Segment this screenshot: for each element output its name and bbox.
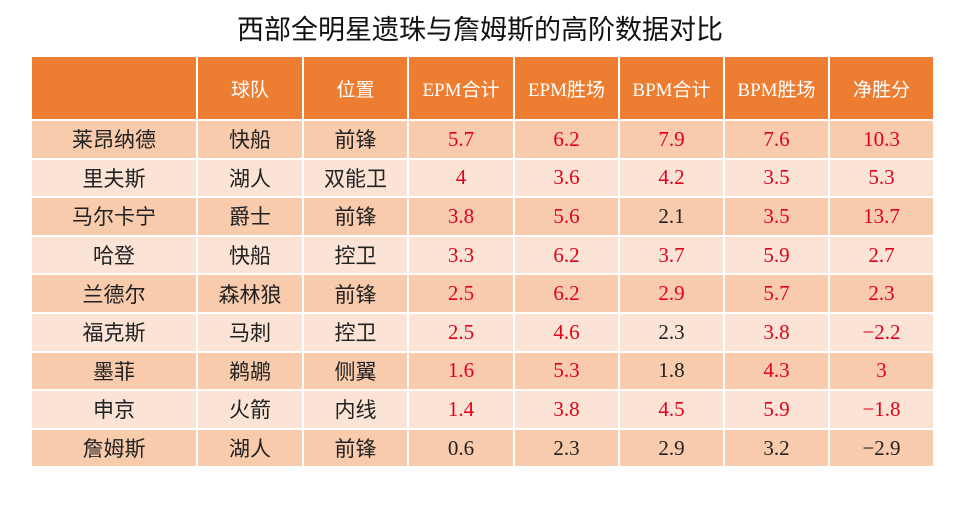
table-cell: 2.1 bbox=[618, 196, 725, 237]
table-cell: 申京 bbox=[30, 389, 198, 430]
table-cell: 1.4 bbox=[407, 389, 515, 430]
data-table: 球队 位置 EPM合计 EPM胜场 BPM合计 BPM胜场 净胜分 莱昂纳德 快船 前锋 5.7 6… bbox=[30, 55, 935, 469]
table-cell: 控卫 bbox=[302, 234, 409, 276]
table-cell: −2.2 bbox=[828, 311, 935, 353]
table-cell: 火箭 bbox=[196, 389, 304, 430]
table-cell: 3.2 bbox=[723, 427, 830, 469]
table-cell: 控卫 bbox=[302, 311, 409, 353]
table-cell: 13.7 bbox=[828, 196, 935, 237]
table-cell: 2.3 bbox=[618, 311, 725, 353]
table-cell: 3 bbox=[828, 350, 935, 392]
header-cell: BPM胜场 bbox=[723, 55, 830, 121]
table-cell: 5.3 bbox=[828, 157, 935, 199]
table-cell: 2.9 bbox=[618, 273, 725, 314]
table-cell: 鹈鹕 bbox=[196, 350, 304, 392]
header-cell: BPM合计 bbox=[618, 55, 725, 121]
table-cell: 2.3 bbox=[513, 427, 620, 469]
table-row: 墨菲 鹈鹕 侧翼 1.6 5.3 1.8 4.3 3 bbox=[30, 350, 935, 392]
table-cell: 墨菲 bbox=[30, 350, 198, 392]
table-cell: 3.3 bbox=[407, 234, 515, 276]
table-row: 里夫斯 湖人 双能卫 4 3.6 4.2 3.5 5.3 bbox=[30, 157, 935, 199]
table-cell: −2.9 bbox=[828, 427, 935, 469]
table-row: 福克斯 马刺 控卫 2.5 4.6 2.3 3.8 −2.2 bbox=[30, 311, 935, 353]
table-cell: 5.9 bbox=[723, 234, 830, 276]
table-cell: 3.8 bbox=[723, 311, 830, 353]
table-cell: 前锋 bbox=[302, 273, 409, 314]
table-cell: 马刺 bbox=[196, 311, 304, 353]
header-cell: EPM胜场 bbox=[513, 55, 620, 121]
table-cell: 湖人 bbox=[196, 157, 304, 199]
table-cell: 前锋 bbox=[302, 427, 409, 469]
table-cell: 6.2 bbox=[513, 273, 620, 314]
table-row: 申京 火箭 内线 1.4 3.8 4.5 5.9 −1.8 bbox=[30, 389, 935, 430]
table-cell: 2.5 bbox=[407, 273, 515, 314]
table-cell: 里夫斯 bbox=[30, 157, 198, 199]
table-cell: 1.8 bbox=[618, 350, 725, 392]
table-cell: 5.7 bbox=[723, 273, 830, 314]
table-cell: 哈登 bbox=[30, 234, 198, 276]
table-cell: 4.2 bbox=[618, 157, 725, 199]
header-cell: 球队 bbox=[196, 55, 304, 121]
table-cell: 兰德尔 bbox=[30, 273, 198, 314]
table-cell: 10.3 bbox=[828, 119, 935, 160]
table-cell: 7.6 bbox=[723, 119, 830, 160]
table-cell: −1.8 bbox=[828, 389, 935, 430]
table-cell: 4.6 bbox=[513, 311, 620, 353]
header-cell: EPM合计 bbox=[407, 55, 515, 121]
table-cell: 莱昂纳德 bbox=[30, 119, 198, 160]
table-cell: 2.7 bbox=[828, 234, 935, 276]
header-cell: 位置 bbox=[302, 55, 409, 121]
table-row: 哈登 快船 控卫 3.3 6.2 3.7 5.9 2.7 bbox=[30, 234, 935, 276]
table-cell: 湖人 bbox=[196, 427, 304, 469]
table-cell: 快船 bbox=[196, 119, 304, 160]
header-row: 球队 位置 EPM合计 EPM胜场 BPM合计 BPM胜场 净胜分 bbox=[30, 55, 935, 121]
table-cell: 快船 bbox=[196, 234, 304, 276]
table-body: 莱昂纳德 快船 前锋 5.7 6.2 7.9 7.6 10.3 里夫斯 湖人 双能卫 4 3.6 4.2 3… bbox=[30, 119, 935, 469]
table-row: 马尔卡宁 爵士 前锋 3.8 5.6 2.1 3.5 13.7 bbox=[30, 196, 935, 237]
table-cell: 6.2 bbox=[513, 119, 620, 160]
table-cell: 2.3 bbox=[828, 273, 935, 314]
table-cell: 2.9 bbox=[618, 427, 725, 469]
title: 西部全明星遗珠与詹姆斯的高阶数据对比 bbox=[237, 15, 723, 46]
table-cell: 5.9 bbox=[723, 389, 830, 430]
table-cell: 爵士 bbox=[196, 196, 304, 237]
table-cell: 5.6 bbox=[513, 196, 620, 237]
table-cell: 3.8 bbox=[513, 389, 620, 430]
table-cell: 3.8 bbox=[407, 196, 515, 237]
table-row: 詹姆斯 湖人 前锋 0.6 2.3 2.9 3.2 −2.9 bbox=[30, 427, 935, 469]
table-cell: 詹姆斯 bbox=[30, 427, 198, 469]
table-cell: 2.5 bbox=[407, 311, 515, 353]
table-cell: 4.5 bbox=[618, 389, 725, 430]
table-cell: 前锋 bbox=[302, 196, 409, 237]
table-cell: 内线 bbox=[302, 389, 409, 430]
table-row: 莱昂纳德 快船 前锋 5.7 6.2 7.9 7.6 10.3 bbox=[30, 119, 935, 160]
table-cell: 3.7 bbox=[618, 234, 725, 276]
table-row: 兰德尔 森林狼 前锋 2.5 6.2 2.9 5.7 2.3 bbox=[30, 273, 935, 314]
table-cell: 5.3 bbox=[513, 350, 620, 392]
table-cell: 马尔卡宁 bbox=[30, 196, 198, 237]
header-cell: 净胜分 bbox=[828, 55, 935, 121]
table-cell: 侧翼 bbox=[302, 350, 409, 392]
table-cell: 1.6 bbox=[407, 350, 515, 392]
table-cell: 3.6 bbox=[513, 157, 620, 199]
header-cell bbox=[30, 55, 198, 121]
table-cell: 0.6 bbox=[407, 427, 515, 469]
table-cell: 森林狼 bbox=[196, 273, 304, 314]
table-cell: 4 bbox=[407, 157, 515, 199]
table-cell: 7.9 bbox=[618, 119, 725, 160]
table-cell: 4.3 bbox=[723, 350, 830, 392]
table-cell: 双能卫 bbox=[302, 157, 409, 199]
table-cell: 3.5 bbox=[723, 157, 830, 199]
table-cell: 5.7 bbox=[407, 119, 515, 160]
table-cell: 6.2 bbox=[513, 234, 620, 276]
table-cell: 福克斯 bbox=[30, 311, 198, 353]
table-cell: 前锋 bbox=[302, 119, 409, 160]
table-cell: 3.5 bbox=[723, 196, 830, 237]
